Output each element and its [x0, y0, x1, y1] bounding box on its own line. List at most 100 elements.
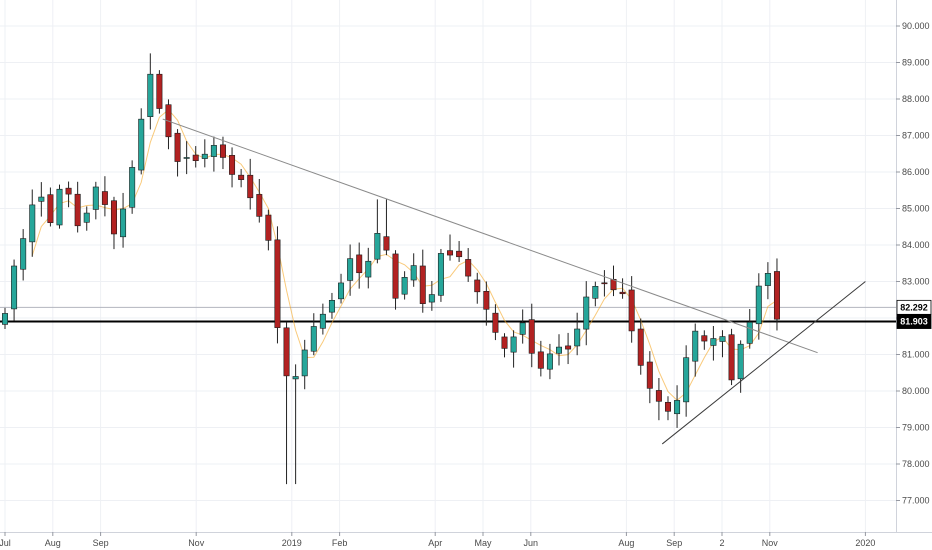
- price-tag-label: 82.292: [900, 302, 928, 312]
- candle-body: [356, 254, 363, 274]
- y-tick-label: 83.000: [902, 277, 930, 287]
- candle-body: [537, 351, 544, 369]
- candle-body: [519, 322, 526, 335]
- candle-body: [546, 353, 553, 370]
- candle-body: [38, 196, 45, 202]
- trend-line[interactable]: [162, 118, 818, 354]
- candle-body: [347, 258, 354, 281]
- candle-body: [710, 338, 717, 346]
- candle-body: [129, 167, 136, 208]
- candle-body: [447, 250, 454, 256]
- candle-body: [2, 313, 8, 325]
- x-tick-label: 2: [719, 538, 724, 548]
- candle-body: [401, 277, 408, 295]
- candle-body: [201, 153, 208, 159]
- y-tick-label: 90.000: [902, 21, 930, 31]
- grid: [0, 0, 896, 532]
- candle-body: [737, 343, 744, 380]
- candle-body: [674, 400, 681, 415]
- candle-body: [229, 155, 236, 175]
- candle-body: [456, 250, 463, 258]
- x-tick-label: Apr: [428, 538, 442, 548]
- candle-body: [692, 330, 699, 362]
- x-tick-label: Sep: [666, 538, 682, 548]
- y-tick-label: 87.000: [902, 131, 930, 141]
- candle-body: [501, 336, 508, 349]
- candle-body: [683, 357, 690, 403]
- candle-body: [120, 208, 127, 238]
- candle-body: [619, 291, 626, 295]
- candle-body: [47, 194, 54, 223]
- candle-body: [556, 346, 562, 354]
- y-tick-label: 77.000: [902, 496, 930, 506]
- trend-line[interactable]: [661, 281, 866, 445]
- x-tick-label: 2020: [855, 538, 875, 548]
- candle-body: [437, 253, 444, 296]
- moving-average-line: [31, 109, 778, 401]
- candle-body: [20, 238, 27, 270]
- candle-body: [637, 328, 644, 366]
- x-tick-label: Feb: [332, 538, 348, 548]
- y-axis: 77.00078.00079.00080.00081.00082.00083.0…: [896, 21, 930, 506]
- y-tick-label: 88.000: [902, 94, 930, 104]
- candle-body: [192, 154, 199, 161]
- candle-body: [565, 345, 572, 350]
- candle-body: [56, 188, 63, 226]
- candle-body: [492, 312, 499, 333]
- x-tick-label: Aug: [618, 538, 634, 548]
- candle-body: [65, 187, 72, 195]
- candle-body: [610, 278, 617, 291]
- x-tick-label: Sep: [93, 538, 109, 548]
- candle-body: [219, 144, 226, 158]
- moving-average-layer: [31, 109, 778, 401]
- candle-body: [156, 73, 163, 109]
- candle-body: [183, 157, 190, 159]
- candle-body: [628, 289, 635, 332]
- candle-body: [410, 265, 417, 281]
- candle-body: [283, 327, 290, 377]
- candle-body: [574, 328, 581, 347]
- candle-body: [510, 336, 517, 353]
- candle-body: [764, 273, 771, 286]
- candle-body: [601, 282, 608, 285]
- x-tick-label: Jul: [0, 538, 11, 548]
- candle-body: [11, 265, 18, 310]
- candle-body: [728, 334, 735, 381]
- candle-body: [755, 285, 762, 325]
- candle-body: [247, 174, 254, 199]
- candle-body: [83, 212, 90, 223]
- candle-body: [338, 282, 345, 300]
- candle-body: [374, 233, 381, 260]
- y-tick-label: 79.000: [902, 423, 930, 433]
- price-tag-label: 81.903: [900, 317, 928, 327]
- y-tick-label: 85.000: [902, 204, 930, 214]
- candle-body: [465, 259, 472, 277]
- x-axis: Jul Aug Sep Nov 2019 Feb Apr May Jun Aug Sep 2 Nov 20…: [0, 532, 875, 548]
- candle-body: [328, 299, 335, 313]
- candle-body: [101, 191, 108, 205]
- candle-body: [592, 285, 599, 299]
- candle-body: [383, 236, 390, 251]
- candle-body: [392, 253, 399, 299]
- candle-body: [310, 326, 317, 352]
- candle-body: [274, 239, 281, 328]
- candle-body: [365, 260, 372, 278]
- y-tick-label: 78.000: [902, 459, 930, 469]
- x-tick-label: Jun: [524, 538, 539, 548]
- candle-body: [301, 349, 308, 377]
- candle-body: [528, 319, 535, 354]
- candle-body: [646, 361, 653, 389]
- y-tick-label: 86.000: [902, 167, 930, 177]
- candle-body: [773, 271, 780, 320]
- y-tick-label: 81.000: [902, 350, 930, 360]
- price-lines: [0, 306, 896, 323]
- candle-body: [210, 145, 217, 157]
- candle-body: [138, 118, 145, 171]
- y-tick-label: 80.000: [902, 386, 930, 396]
- candle-body: [419, 265, 426, 304]
- candle-body: [474, 279, 481, 293]
- y-tick-label: 89.000: [902, 58, 930, 68]
- x-tick-label: Nov: [188, 538, 205, 548]
- candle-body: [719, 336, 726, 342]
